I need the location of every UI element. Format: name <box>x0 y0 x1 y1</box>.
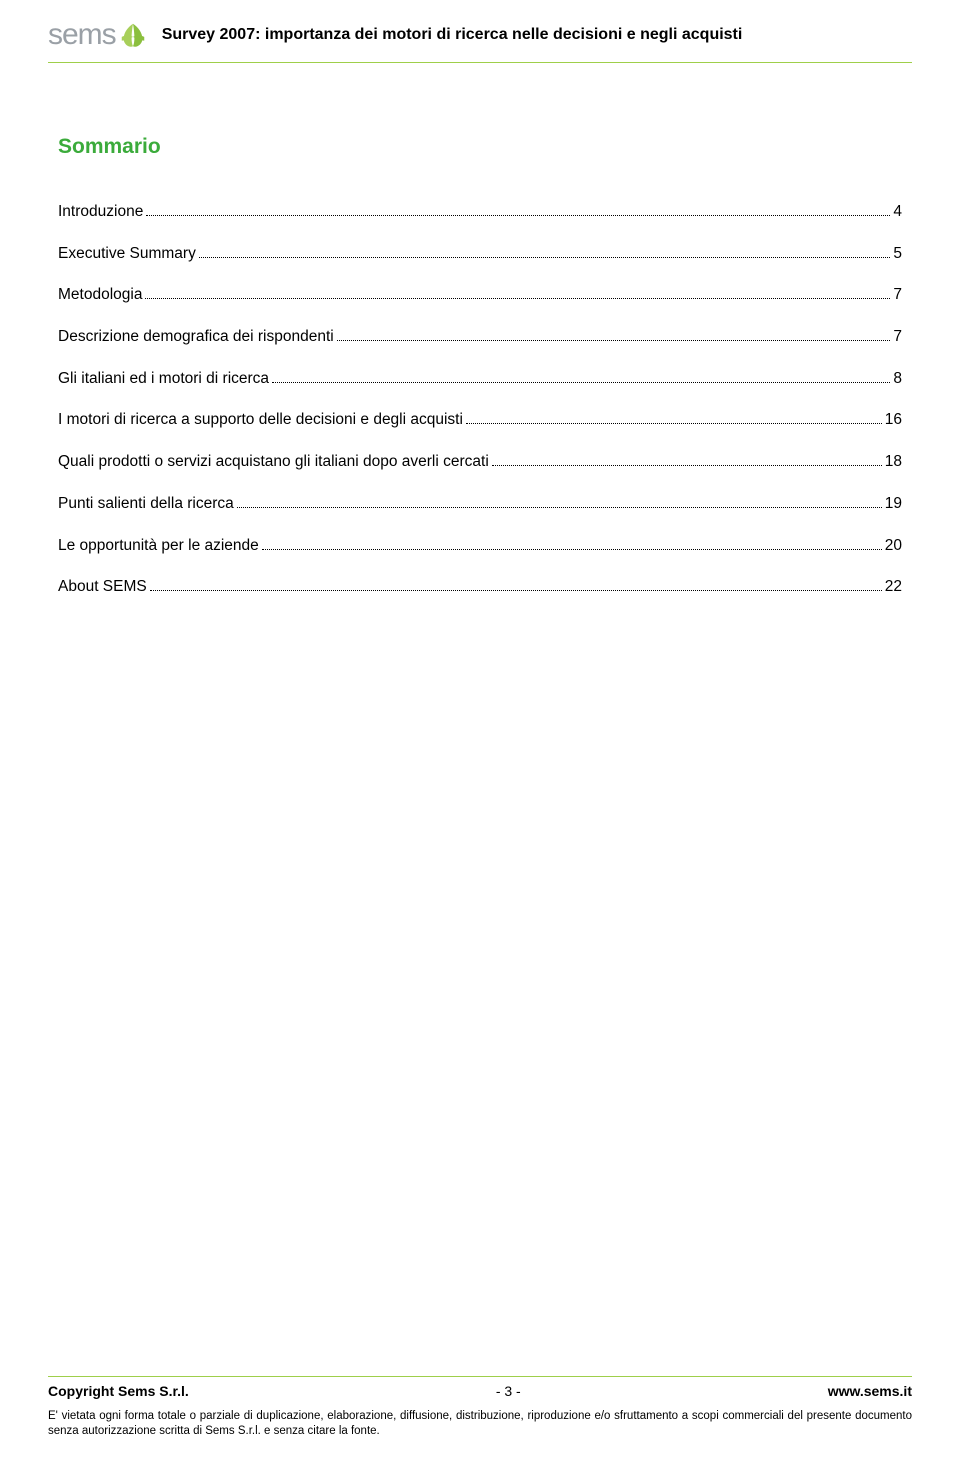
toc-dots <box>492 465 882 466</box>
footer-copyright: Copyright Sems S.r.l. <box>48 1383 189 1399</box>
toc-dots <box>466 423 882 424</box>
page-footer: Copyright Sems S.r.l. - 3 - www.sems.it … <box>48 1376 912 1438</box>
toc-label: I motori di ricerca a supporto delle dec… <box>58 409 463 431</box>
section-title-sommario: Sommario <box>58 135 902 159</box>
toc-page: 7 <box>893 284 902 306</box>
toc-row: Descrizione demografica dei rispondenti … <box>58 326 902 348</box>
page-header: sems Survey 2007: importanza dei motori … <box>48 18 912 52</box>
footer-page-number: - 3 - <box>496 1383 521 1399</box>
content-area: Sommario Introduzione 4 Executive Summar… <box>48 63 912 598</box>
toc-row: Quali prodotti o servizi acquistano gli … <box>58 451 902 473</box>
toc-dots <box>237 507 882 508</box>
toc-row: Executive Summary 5 <box>58 243 902 265</box>
toc-page: 19 <box>885 493 902 515</box>
toc-page: 8 <box>893 368 902 390</box>
toc-label: Punti salienti della ricerca <box>58 493 234 515</box>
table-of-contents: Introduzione 4 Executive Summary 5 Metod… <box>58 201 902 598</box>
toc-dots <box>150 590 882 591</box>
toc-page: 20 <box>885 535 902 557</box>
toc-label: Descrizione demografica dei rispondenti <box>58 326 334 348</box>
toc-page: 5 <box>893 243 902 265</box>
document-title: Survey 2007: importanza dei motori di ri… <box>162 26 743 44</box>
toc-page: 4 <box>893 201 902 223</box>
toc-dots <box>145 298 890 299</box>
footer-bar: Copyright Sems S.r.l. - 3 - www.sems.it <box>48 1376 912 1399</box>
toc-row: Introduzione 4 <box>58 201 902 223</box>
toc-dots <box>199 257 891 258</box>
footer-url: www.sems.it <box>828 1383 912 1399</box>
toc-dots <box>272 382 890 383</box>
logo-text: sems <box>48 18 116 52</box>
footer-legal-text: E' vietata ogni forma totale o parziale … <box>48 1409 912 1438</box>
toc-label: Executive Summary <box>58 243 196 265</box>
toc-label: Quali prodotti o servizi acquistano gli … <box>58 451 489 473</box>
toc-row: Metodologia 7 <box>58 284 902 306</box>
toc-row: About SEMS 22 <box>58 576 902 598</box>
toc-row: Punti salienti della ricerca 19 <box>58 493 902 515</box>
toc-dots <box>146 215 890 216</box>
toc-label: Le opportunità per le aziende <box>58 535 259 557</box>
logo: sems <box>48 18 148 52</box>
toc-label: Metodologia <box>58 284 142 306</box>
toc-dots <box>262 549 882 550</box>
toc-row: Gli italiani ed i motori di ricerca 8 <box>58 368 902 390</box>
toc-label: About SEMS <box>58 576 147 598</box>
toc-page: 16 <box>885 409 902 431</box>
toc-page: 22 <box>885 576 902 598</box>
toc-row: I motori di ricerca a supporto delle dec… <box>58 409 902 431</box>
toc-page: 7 <box>893 326 902 348</box>
toc-page: 18 <box>885 451 902 473</box>
toc-label: Introduzione <box>58 201 143 223</box>
toc-dots <box>337 340 891 341</box>
toc-row: Le opportunità per le aziende 20 <box>58 535 902 557</box>
toc-label: Gli italiani ed i motori di ricerca <box>58 368 269 390</box>
leaf-icon <box>118 20 148 50</box>
